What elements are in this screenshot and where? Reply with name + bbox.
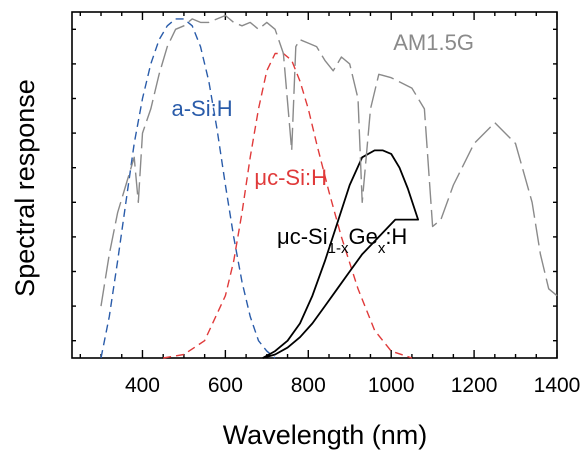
- series-line-0: [100, 18, 276, 359]
- series-label-0: AM1.5G: [393, 30, 474, 55]
- y-axis-title: Spectral response: [10, 79, 40, 297]
- y-axis-ticks: [72, 28, 557, 342]
- plot-frame: [71, 11, 558, 359]
- x-axis-ticks: [79, 12, 558, 358]
- x-tick-label: 1000: [368, 374, 415, 397]
- series-labels: AM1.5G a-Si:H μc-Si:H: [171, 30, 473, 190]
- ge-label-mid: Ge: [348, 224, 377, 249]
- series-label-2: μc-Si:H: [254, 165, 327, 190]
- series-line-2: [262, 149, 420, 359]
- ge-label-prefix: μc-Si: [277, 224, 328, 249]
- series-label-ge: μc-Si1-xGex:H: [277, 224, 407, 257]
- x-tick-label: 1200: [451, 374, 498, 397]
- x-axis-tick-labels: 400 600 800 1000 1200 1400: [125, 374, 580, 397]
- series-label-1: a-Si:H: [171, 96, 232, 121]
- x-tick-label: 800: [291, 374, 326, 397]
- ge-label-suffix: :H: [385, 224, 407, 249]
- series-line-3: [100, 14, 558, 307]
- ge-label-sub2: x: [378, 239, 386, 256]
- axes-frame: [71, 11, 558, 359]
- x-tick-label: 600: [208, 374, 243, 397]
- x-axis-title: Wavelength (nm): [223, 420, 428, 450]
- series-layer: [100, 14, 558, 359]
- x-tick-label: 1400: [534, 374, 581, 397]
- ge-label-sub1: 1-x: [328, 239, 349, 256]
- x-tick-label: 400: [125, 374, 160, 397]
